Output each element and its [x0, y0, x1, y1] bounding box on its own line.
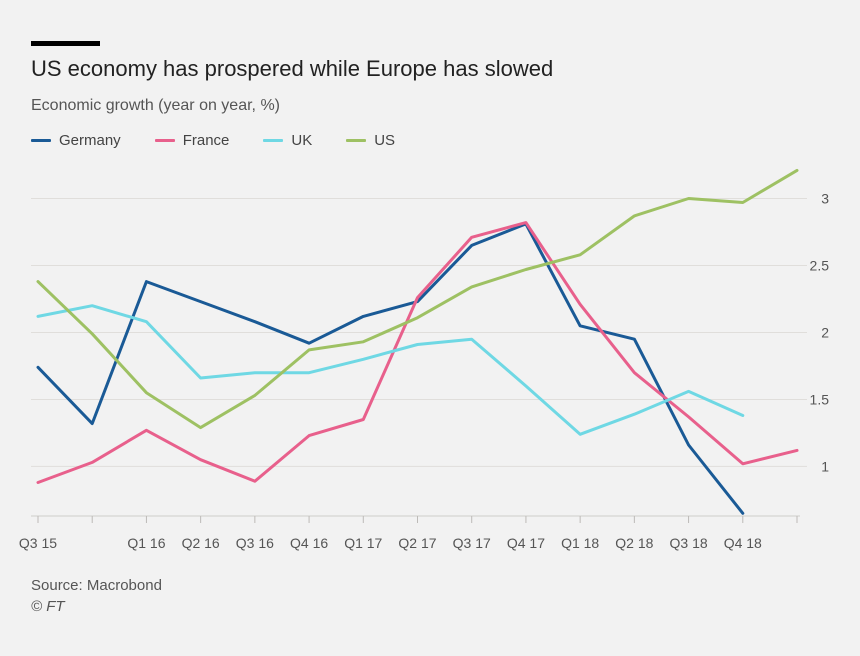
series-line-uk	[36, 304, 745, 436]
legend: Germany France UK US	[31, 132, 429, 149]
x-tick-label: Q3 15	[19, 535, 57, 551]
x-tick-label: Q4 16	[290, 535, 328, 551]
legend-swatch-us	[346, 139, 367, 142]
legend-item-uk: UK	[263, 132, 312, 149]
chart-subtitle: Economic growth (year on year, %)	[31, 97, 280, 114]
x-tick-label: Q2 18	[615, 535, 653, 551]
source-note: Source: Macrobond	[31, 577, 162, 594]
legend-swatch-germany	[31, 139, 51, 142]
legend-swatch-uk	[263, 139, 284, 142]
x-tick-label: Q2 17	[398, 535, 436, 551]
chart-title: US economy has prospered while Europe ha…	[31, 56, 554, 81]
series-line-us	[36, 168, 799, 430]
x-tick-label: Q1 18	[561, 535, 599, 551]
legend-label-us: US	[374, 132, 396, 149]
y-tick-label: 1.5	[810, 391, 830, 407]
series-line-france	[36, 221, 799, 484]
y-tick-label: 1	[821, 458, 829, 474]
legend-item-france: France	[154, 132, 230, 149]
y-tick-label: 2	[821, 324, 829, 340]
x-tick-label: Q3 18	[670, 535, 708, 551]
legend-swatch-france	[154, 139, 175, 142]
x-tick-label: Q4 18	[724, 535, 762, 551]
legend-label-france: France	[182, 132, 230, 149]
copyright-note: © FT	[31, 598, 65, 615]
y-tick-label: 2.5	[810, 257, 830, 273]
x-tick-label: Q1 17	[344, 535, 382, 551]
legend-label-uk: UK	[291, 132, 313, 149]
x-tick-label: Q3 17	[453, 535, 491, 551]
x-tick-label: Q3 16	[236, 535, 274, 551]
legend-item-germany: Germany	[31, 132, 121, 149]
y-tick-label: 3	[821, 190, 829, 206]
legend-item-us: US	[346, 132, 395, 149]
x-tick-label: Q4 17	[507, 535, 545, 551]
series-line-germany	[36, 222, 745, 515]
legend-label-germany: Germany	[59, 132, 121, 149]
x-tick-label: Q2 16	[182, 535, 220, 551]
x-tick-label: Q1 16	[127, 535, 165, 551]
brand-bar	[31, 41, 100, 46]
